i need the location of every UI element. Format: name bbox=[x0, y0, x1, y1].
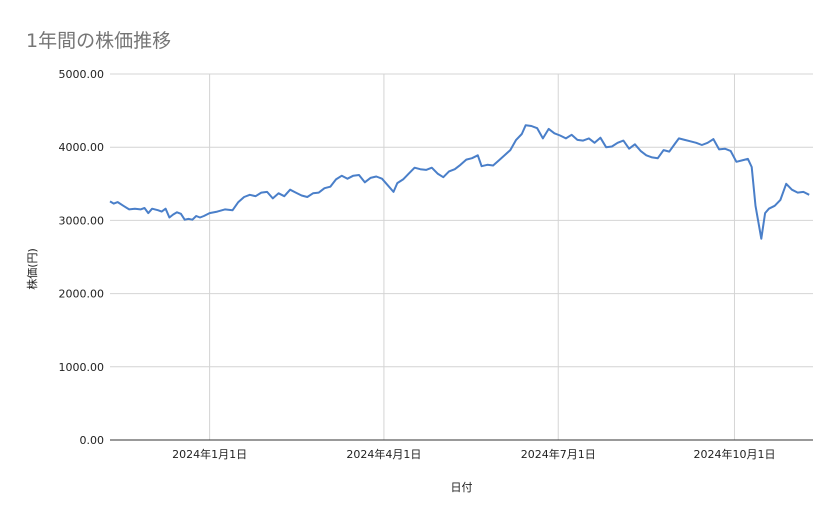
y-tick-label: 2000.00 bbox=[59, 288, 105, 301]
x-tick-label: 2024年10月1日 bbox=[693, 447, 775, 461]
x-tick-label: 2024年7月1日 bbox=[521, 447, 596, 461]
gridlines bbox=[110, 73, 813, 440]
y-axis-title: 株価(円) bbox=[25, 248, 39, 290]
y-tick-label: 3000.00 bbox=[59, 214, 105, 227]
x-tick-label: 2024年4月1日 bbox=[346, 447, 421, 461]
chart-title: 1年間の株価推移 bbox=[26, 30, 172, 52]
y-tick-label: 4000.00 bbox=[59, 141, 105, 154]
y-tick-label: 5000.00 bbox=[59, 68, 105, 81]
series-line bbox=[109, 124, 810, 240]
x-axis-title: 日付 bbox=[451, 481, 473, 494]
y-tick-labels: 0.00 1000.00 2000.00 3000.00 4000.00 5000.00 bbox=[59, 68, 105, 447]
x-tick-labels: 2024年1月1日 2024年4月1日 2024年7月1日 2024年10月1日 bbox=[172, 447, 775, 461]
x-tick-label: 2024年1月1日 bbox=[172, 447, 247, 461]
y-tick-label: 0.00 bbox=[80, 434, 105, 447]
y-tick-label: 1000.00 bbox=[59, 361, 105, 374]
